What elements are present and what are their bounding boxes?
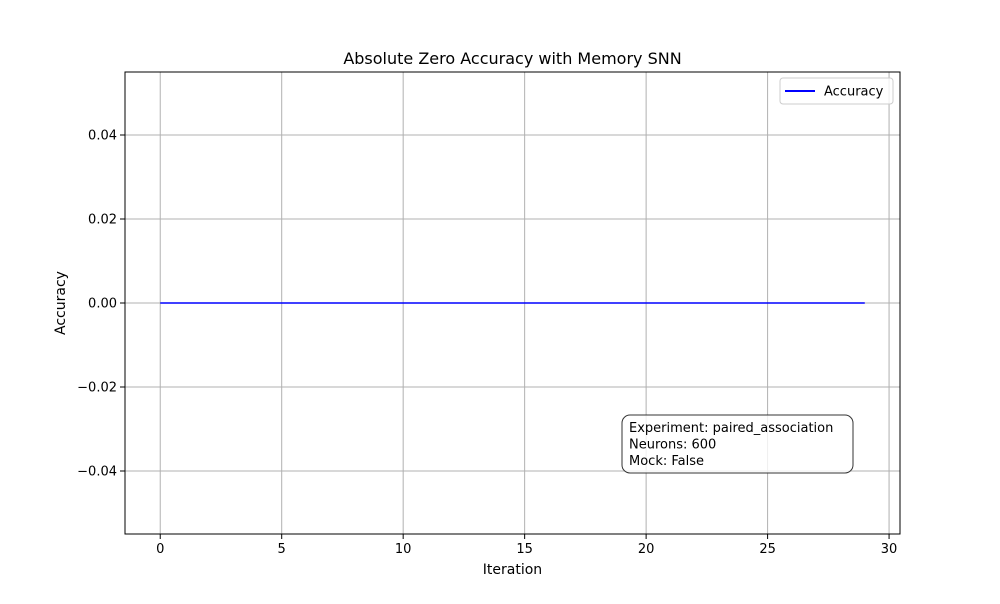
legend: Accuracy [780, 78, 893, 104]
x-tick-label: 15 [516, 542, 533, 557]
y-tick-label: 0.04 [88, 129, 117, 144]
y-axis-label: Accuracy [53, 271, 69, 335]
y-tick-label: −0.04 [77, 465, 117, 480]
annotation-experiment: Experiment: paired_association [629, 421, 833, 436]
annotation-mock: Mock: False [629, 454, 704, 469]
x-axis-label: Iteration [483, 562, 542, 578]
x-tick-label: 20 [638, 542, 655, 557]
chart-title: Absolute Zero Accuracy with Memory SNN [343, 49, 681, 68]
legend-label-accuracy: Accuracy [824, 85, 884, 100]
y-tick-label: 0.00 [88, 297, 117, 312]
x-tick-label: 5 [278, 542, 286, 557]
x-tick-label: 0 [156, 542, 164, 557]
annotation-neurons: Neurons: 600 [629, 438, 716, 453]
x-tick-label: 30 [881, 542, 898, 557]
tick-layer: 0 5 10 15 20 25 30 −0.04 −0.02 0.00 0.02 0.04 [77, 129, 897, 558]
annotation-box: Experiment: paired_association Neurons: … [622, 415, 853, 473]
y-tick-label: 0.02 [88, 213, 117, 228]
x-tick-label: 25 [759, 542, 776, 557]
y-tick-label: −0.02 [77, 381, 117, 396]
x-tick-label: 10 [395, 542, 412, 557]
